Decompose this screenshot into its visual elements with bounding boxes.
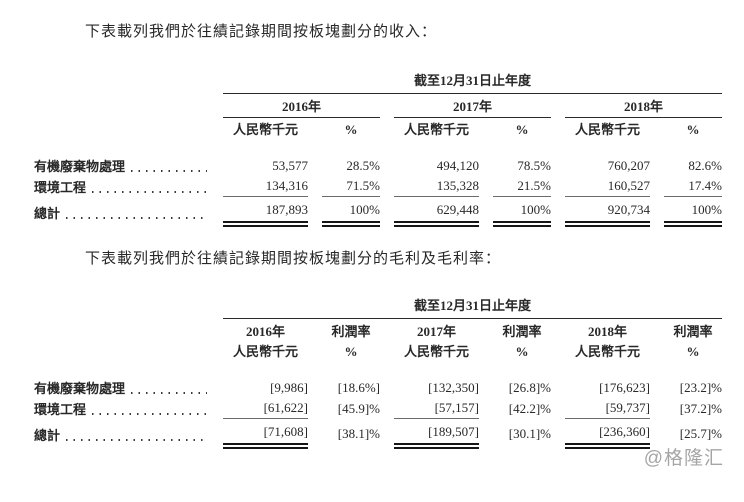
revenue-year-2018: 2018年 xyxy=(565,94,722,118)
row-label-text: 有機廢棄物處理 xyxy=(34,159,126,174)
revenue-unit-2017: 人民幣千元 xyxy=(403,122,469,137)
gross-profit-section-heading: 下表載列我們於往績記錄期間按板塊劃分的毛利及毛利率： xyxy=(85,251,502,267)
cell-value: 494,120 xyxy=(436,158,479,173)
cell-value: [42.2]% xyxy=(508,401,551,416)
cell-value: [25.7]% xyxy=(679,426,722,441)
cell-value: 629,448 xyxy=(394,197,479,227)
revenue-unit-2018: 人民幣千元 xyxy=(574,122,640,137)
margin-col-header-line1: 2016年 利潤率 2017年 利潤率 2018年 利潤率 xyxy=(34,319,722,340)
table-row: 環境工程 [61,622] [45.9]% [57,157] [42.2]% [… xyxy=(34,398,722,419)
gelonghui-watermark: @格隆汇 xyxy=(643,448,724,469)
cell-value: [45.9]% xyxy=(337,401,380,416)
margin-span-header: 截至12月31日止年度 xyxy=(223,297,722,319)
cell-value: [71,608] xyxy=(223,419,308,449)
col-header-margin-2017: 利潤率 xyxy=(502,324,542,339)
col-pct-2018: % xyxy=(686,344,700,359)
cell-value: 100% xyxy=(322,197,380,227)
table-row: 有機廢棄物處理 53,577 28.5% 494,120 78.5% 760,2… xyxy=(34,156,722,176)
total-row: 總計 [71,608] [38.1]% [189,507] [30.1]% [2… xyxy=(34,419,722,449)
col-pct-2016: % xyxy=(344,344,358,359)
col-header-margin-2018: 利潤率 xyxy=(673,324,713,339)
cell-value: [18.6%] xyxy=(337,380,380,395)
cell-value: 28.5% xyxy=(346,158,380,173)
row-label-text: 總計 xyxy=(34,428,61,443)
cell-value: 17.4% xyxy=(664,176,722,197)
dot-leader xyxy=(92,413,207,415)
margin-span-header-row: 截至12月31日止年度 xyxy=(34,297,722,319)
revenue-year-row: 2016年 2017年 2018年 xyxy=(34,94,722,118)
cell-value: 82.6% xyxy=(688,158,722,173)
cell-value: 53,577 xyxy=(272,158,308,173)
col-unit-2018: 人民幣千元 xyxy=(574,344,640,359)
cell-value: 135,328 xyxy=(394,176,479,197)
gross-profit-table: 截至12月31日止年度 2016年 利潤率 2017年 利潤率 2018年 利潤… xyxy=(34,297,722,449)
row-label-total: 總計 xyxy=(34,204,209,223)
cell-value: 78.5% xyxy=(517,158,551,173)
col-unit-2016: 人民幣千元 xyxy=(232,344,298,359)
col-header-2016: 2016年 xyxy=(245,324,285,339)
cell-value: [37.2]% xyxy=(679,401,722,416)
cell-value: 134,316 xyxy=(223,176,308,197)
table-row: 有機廢棄物處理 [9,986] [18.6%] [132,350] [26.8]… xyxy=(34,378,722,398)
document-page: { "page": { "heading1": "下表載列我們於往績記錄期間按板… xyxy=(0,22,744,502)
revenue-pct-2017: % xyxy=(515,122,529,137)
table-row: 環境工程 134,316 71.5% 135,328 21.5% 160,527… xyxy=(34,176,722,197)
cell-value: 100% xyxy=(493,197,551,227)
cell-value: 760,207 xyxy=(607,158,650,173)
col-unit-2017: 人民幣千元 xyxy=(403,344,469,359)
cell-value: 160,527 xyxy=(565,176,650,197)
revenue-span-header: 截至12月31日止年度 xyxy=(223,72,722,94)
cell-value: [59,737] xyxy=(565,398,650,419)
cell-value: 920,734 xyxy=(565,197,650,227)
total-row: 總計 187,893 100% 629,448 100% 920,734 100… xyxy=(34,197,722,227)
row-label-organic-waste: 有機廢棄物處理 xyxy=(34,379,209,398)
dot-leader xyxy=(66,217,207,219)
cell-value: [61,622] xyxy=(223,398,308,419)
row-label-environmental-engineering: 環境工程 xyxy=(34,400,209,419)
revenue-pct-2018: % xyxy=(686,122,700,137)
cell-value: [189,507] xyxy=(394,419,479,449)
row-label-organic-waste: 有機廢棄物處理 xyxy=(34,157,209,176)
revenue-unit-row: 人民幣千元 % 人民幣千元 % 人民幣千元 % xyxy=(34,118,722,138)
dot-leader xyxy=(131,170,207,172)
cell-value: 21.5% xyxy=(493,176,551,197)
cell-value: 100% xyxy=(664,197,722,227)
row-label-text: 環境工程 xyxy=(34,180,87,195)
cell-value: [38.1]% xyxy=(337,426,380,441)
revenue-unit-2016: 人民幣千元 xyxy=(232,122,298,137)
col-pct-2017: % xyxy=(515,344,529,359)
revenue-section-heading: 下表載列我們於往績記錄期間按板塊劃分的收入： xyxy=(85,24,438,40)
dot-leader xyxy=(131,392,207,394)
col-header-2018: 2018年 xyxy=(587,324,627,339)
cell-value: [9,986] xyxy=(270,380,308,395)
margin-col-header-line2: 人民幣千元 % 人民幣千元 % 人民幣千元 % xyxy=(34,340,722,360)
dot-leader xyxy=(66,439,207,441)
col-header-2017: 2017年 xyxy=(416,324,456,339)
cell-value: [23.2]% xyxy=(679,380,722,395)
col-header-margin-2016: 利潤率 xyxy=(331,324,371,339)
dot-leader xyxy=(92,191,207,193)
row-label-text: 總計 xyxy=(34,206,61,221)
cell-value: [26.8]% xyxy=(508,380,551,395)
revenue-span-header-row: 截至12月31日止年度 xyxy=(34,72,722,94)
cell-value: [132,350] xyxy=(428,380,479,395)
cell-value: [30.1]% xyxy=(508,426,551,441)
revenue-table: 截至12月31日止年度 2016年 2017年 2018年 人民幣千元 % 人民… xyxy=(34,72,722,227)
row-label-total: 總計 xyxy=(34,426,209,445)
row-label-environmental-engineering: 環境工程 xyxy=(34,178,209,197)
cell-value: 71.5% xyxy=(322,176,380,197)
cell-value: [57,157] xyxy=(394,398,479,419)
revenue-year-2016: 2016年 xyxy=(223,94,380,118)
cell-value: [176,623] xyxy=(599,380,650,395)
cell-value: 187,893 xyxy=(223,197,308,227)
row-label-text: 環境工程 xyxy=(34,402,87,417)
revenue-year-2017: 2017年 xyxy=(394,94,551,118)
revenue-pct-2016: % xyxy=(344,122,358,137)
cell-value: [236,360] xyxy=(565,419,650,449)
row-label-text: 有機廢棄物處理 xyxy=(34,381,126,396)
